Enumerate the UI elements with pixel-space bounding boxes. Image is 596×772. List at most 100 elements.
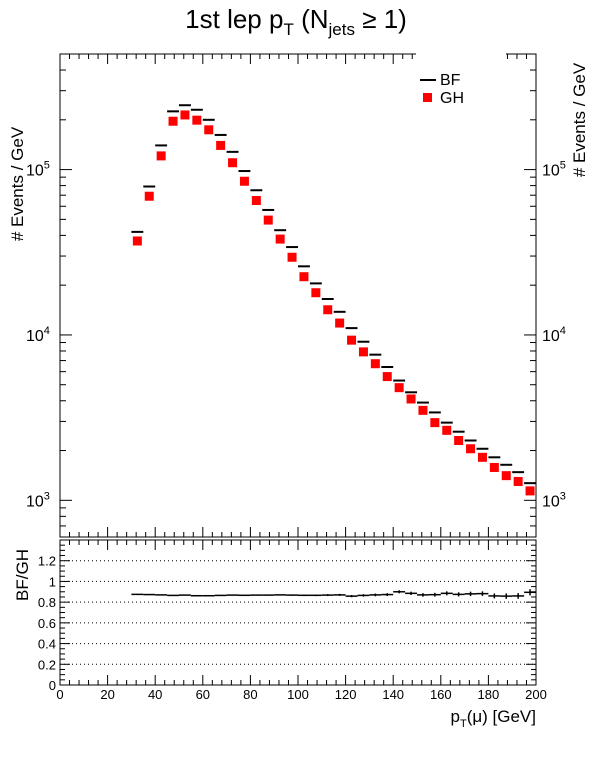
ratio-point (333, 593, 346, 596)
gh-point (228, 158, 238, 168)
ratio-plot-data (131, 589, 536, 599)
x-tick-label: 0 (56, 687, 63, 702)
legend-marker-gh (423, 93, 432, 102)
ratio-point (155, 594, 168, 596)
gh-point (275, 234, 285, 244)
gh-point (287, 252, 297, 262)
gh-point (489, 462, 499, 472)
x-tick-label: 160 (430, 687, 452, 702)
gh-point (358, 347, 368, 357)
main-y-tick-label: 105 (26, 160, 50, 180)
gh-point (144, 191, 154, 201)
main-y-tick-label: 104 (26, 325, 50, 345)
gh-point (418, 405, 428, 415)
ratio-point (452, 592, 465, 597)
x-tick-label: 60 (196, 687, 210, 702)
ratio-y-tick-label: 0.6 (38, 616, 56, 631)
x-tick-label: 100 (287, 687, 309, 702)
ratio-point (428, 592, 441, 597)
main-y-tick-label-right: 104 (542, 325, 566, 345)
ratio-point (476, 591, 489, 596)
ratio-point (202, 594, 215, 597)
gh-point (454, 435, 464, 445)
ratio-point (357, 594, 370, 597)
main-y-axis-label-right: # Events / GeV (570, 62, 589, 177)
gh-point (156, 151, 166, 161)
gh-point (430, 418, 440, 428)
ratio-point (298, 594, 310, 597)
ratio-point (464, 591, 477, 597)
legend-label-bf: BF (440, 72, 461, 89)
ratio-point (417, 593, 429, 597)
gh-point (132, 236, 142, 246)
x-tick-label: 140 (382, 687, 404, 702)
ratio-y-axis-label: BF/GH (13, 549, 32, 601)
ratio-point (369, 593, 382, 597)
main-y-tick-label-right: 103 (542, 490, 566, 510)
x-tick-label: 40 (148, 687, 162, 702)
ratio-plot-frame (59, 539, 537, 686)
gh-point (370, 359, 380, 369)
gh-point (239, 176, 249, 186)
ratio-y-tick-label: 0.8 (38, 595, 56, 610)
main-plot-data (131, 104, 536, 496)
x-tick-label: 20 (100, 687, 114, 702)
ratio-y-tick-label: 1.2 (38, 554, 56, 569)
x-tick-label: 180 (478, 687, 500, 702)
gh-point (263, 215, 273, 225)
ratio-point (238, 594, 251, 597)
main-plot-axes: 103 103 104 104 105 105 (26, 53, 566, 538)
ratio-y-tick-label: 0.2 (38, 657, 56, 672)
ratio-point (274, 594, 287, 596)
ratio-y-tick-label: 0.4 (38, 637, 56, 652)
ratio-point (440, 591, 453, 596)
gh-point (216, 140, 226, 150)
x-tick-label: 120 (335, 687, 357, 702)
ratio-plot-axes: 00.20.40.60.811.20 20 40 60 80 100 120 140 160 18… (38, 539, 547, 702)
gh-point (323, 305, 333, 315)
gh-point (204, 125, 214, 135)
gh-point (311, 288, 321, 298)
ratio-point (321, 594, 334, 597)
ratio-point (131, 593, 144, 596)
ratio-point (309, 594, 322, 597)
gh-point (466, 444, 476, 454)
gh-point (299, 272, 309, 282)
gh-point (382, 372, 392, 382)
ratio-point (190, 594, 203, 597)
x-tick-label: 200 (525, 687, 547, 702)
gh-point (406, 394, 416, 404)
gh-point (442, 425, 452, 435)
gh-point (168, 116, 178, 126)
main-y-axis-label: # Events / GeV (8, 126, 27, 241)
ratio-point (500, 593, 513, 599)
ratio-point (250, 594, 263, 596)
ratio-point (214, 594, 227, 597)
x-tick-label: 80 (243, 687, 257, 702)
legend-label-gh: GH (440, 90, 464, 107)
ratio-point (262, 594, 275, 596)
ratio-point (167, 594, 179, 597)
gh-point (513, 476, 523, 486)
ratio-point (393, 590, 406, 594)
ratio-point (226, 594, 239, 596)
main-plot-frame (59, 53, 537, 538)
gh-point (251, 196, 261, 206)
chart-title: 1st lep pT (Njets ≥ 1) (185, 4, 407, 39)
gh-point (335, 318, 345, 328)
ratio-point (143, 593, 156, 596)
gh-point (192, 115, 202, 125)
ratio-point (512, 593, 525, 599)
main-y-tick-label: 103 (26, 490, 50, 510)
ratio-point (381, 593, 394, 597)
gh-point (394, 383, 404, 393)
ratio-point (405, 591, 417, 595)
x-axis-label: pT(μ) [GeV] (450, 707, 536, 730)
ratio-point (488, 593, 501, 599)
main-y-tick-label-right: 105 (542, 160, 566, 180)
ratio-point (286, 594, 298, 596)
ratio-y-tick-label: 1 (49, 574, 56, 589)
ratio-point (179, 594, 191, 596)
gh-point (501, 471, 511, 481)
